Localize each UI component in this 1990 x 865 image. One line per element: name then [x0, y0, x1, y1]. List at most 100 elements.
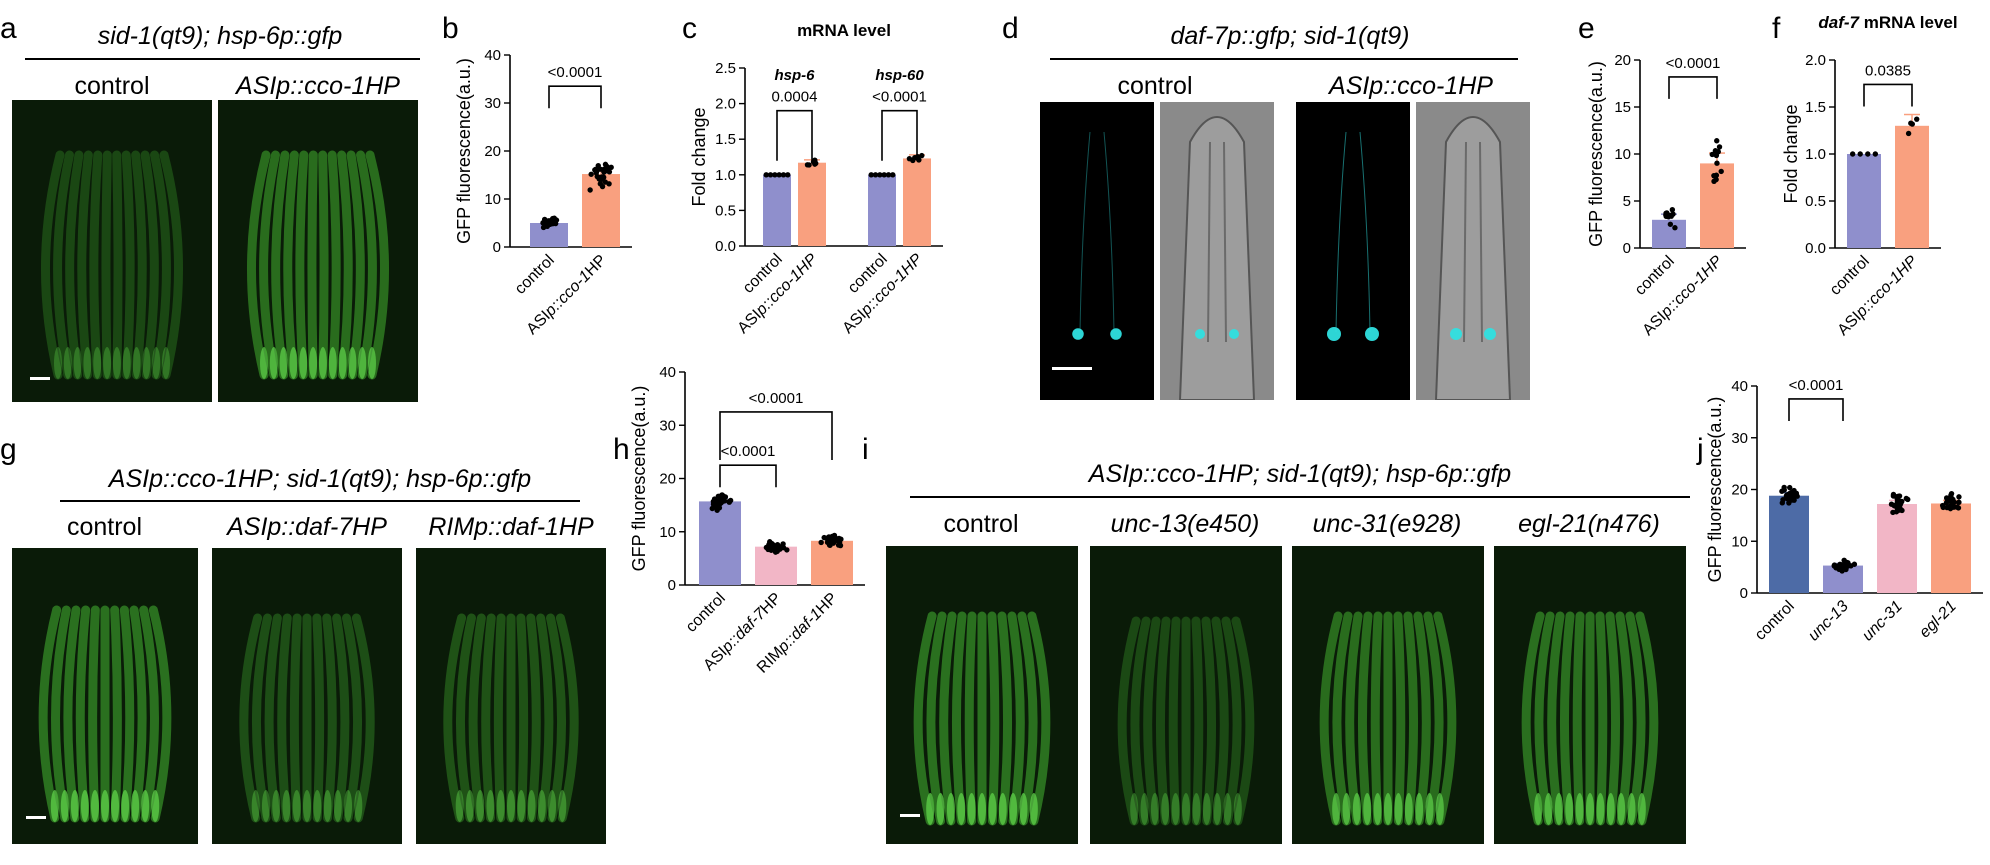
worm-tail-glow	[50, 790, 59, 822]
y-tick-label: 0	[1623, 240, 1631, 257]
data-point	[1865, 151, 1871, 157]
worm	[1635, 611, 1659, 826]
axon	[1079, 131, 1091, 333]
data-point	[601, 169, 607, 175]
axon	[1359, 131, 1371, 333]
worm	[356, 150, 377, 380]
data-point	[804, 162, 811, 168]
panel-g-title-rule	[60, 500, 580, 502]
panel-i-image-egl21	[1494, 546, 1686, 844]
worm	[259, 150, 280, 380]
worm-tail-glow	[967, 793, 976, 825]
worm-tail-glow	[368, 347, 376, 379]
worm-tail-glow	[1425, 793, 1434, 825]
worm	[40, 150, 65, 380]
y-tick-label: 1.5	[715, 131, 736, 148]
panel-d-fluor-control	[1040, 102, 1154, 400]
significance-bracket	[1863, 83, 1913, 107]
neuron-soma	[1327, 327, 1341, 341]
scale-bar	[1052, 367, 1092, 370]
worm-head	[1434, 116, 1512, 400]
data-point	[1712, 148, 1719, 154]
worm-tail-glow	[946, 793, 955, 825]
y-axis-label: GFP fluorescence(a.u.)	[629, 386, 649, 572]
worm-tail-glow	[1534, 793, 1543, 825]
panel-g-condition-daf1: RIMp::daf-1HP	[428, 513, 594, 541]
worm-tail-glow	[1202, 793, 1211, 825]
worm	[1615, 611, 1633, 826]
y-tick-label: 1.0	[1805, 146, 1826, 163]
worm-tail-glow	[338, 347, 347, 379]
worm-tail-glow	[1213, 793, 1222, 825]
worm-tail-glow	[289, 347, 298, 379]
panel-a-title-rule	[25, 58, 420, 60]
data-point	[1946, 498, 1952, 504]
panel-label-h: h	[613, 433, 630, 466]
data-point	[1787, 490, 1793, 496]
worm	[110, 605, 122, 823]
worm	[546, 613, 567, 823]
significance-label: <0.0001	[548, 64, 603, 81]
worm	[1559, 611, 1575, 826]
panel-d-condition-control: control	[1117, 72, 1193, 100]
worm	[1231, 616, 1255, 826]
data-point	[1716, 144, 1723, 150]
worm	[148, 605, 172, 823]
worm	[1345, 611, 1363, 826]
worm	[277, 613, 292, 823]
neuron-soma	[1229, 329, 1239, 339]
worm	[239, 613, 263, 823]
y-tick-label: 20	[659, 471, 676, 488]
y-tick-label: 40	[484, 47, 501, 64]
data-point	[767, 172, 774, 178]
worm	[1191, 616, 1204, 826]
data-point	[727, 497, 734, 504]
panel-d-title: daf-7p::gfp; sid-1(qt9)	[1170, 22, 1410, 50]
significance-bracket	[881, 109, 918, 161]
data-point	[592, 167, 598, 173]
worm-tail-glow	[1565, 793, 1574, 825]
significance-label: <0.0001	[1666, 55, 1721, 72]
y-axis-label: GFP fluorescence(a.u.)	[1705, 397, 1725, 583]
panel-g-condition-daf7: ASIp::daf-7HP	[227, 513, 387, 541]
data-point	[1831, 562, 1838, 568]
worm-tail-glow	[455, 790, 464, 822]
y-tick-label: 0.0	[715, 238, 736, 255]
worm	[121, 150, 135, 380]
y-tick-label: 20	[1731, 482, 1748, 499]
pharynx	[1207, 141, 1227, 343]
worm	[77, 150, 93, 380]
worm-tail-glow	[1192, 793, 1201, 825]
data-point	[1667, 221, 1674, 227]
worm-tail-glow	[151, 790, 160, 822]
data-point	[1893, 509, 1900, 515]
panel-i-condition-egl21: egl-21(n476)	[1518, 510, 1660, 538]
worm-tail-glow	[323, 790, 332, 822]
worm	[101, 150, 112, 380]
panel-f-chart: 0.0 0.5 1.0 1.5 2.0 Fold change daf-7 mRNA lev…	[1781, 13, 1958, 339]
y-tick-label: 1.5	[1805, 99, 1826, 116]
data-point	[1893, 494, 1900, 500]
data-point	[718, 497, 725, 503]
data-point	[711, 502, 717, 508]
worm-tail-glow	[1596, 793, 1605, 825]
worm	[327, 150, 341, 380]
data-point	[776, 172, 782, 178]
worm-tail-glow	[1029, 793, 1038, 825]
panel-i-title-rule	[910, 496, 1690, 498]
worm-tail-glow	[112, 347, 121, 379]
axon	[1103, 131, 1115, 333]
worm	[1211, 616, 1229, 826]
worm-tail-glow	[465, 790, 474, 822]
y-tick-label: 0.0	[1805, 240, 1826, 257]
data-point	[1872, 151, 1879, 157]
data-point	[1956, 499, 1962, 505]
neuron-soma	[1484, 328, 1496, 340]
worm	[53, 150, 74, 380]
worm-tail-glow	[558, 790, 567, 822]
bar	[763, 174, 791, 246]
chart-title: daf-7 mRNA level	[1818, 13, 1957, 32]
bar	[811, 540, 853, 585]
worm-tail-glow	[333, 790, 342, 822]
